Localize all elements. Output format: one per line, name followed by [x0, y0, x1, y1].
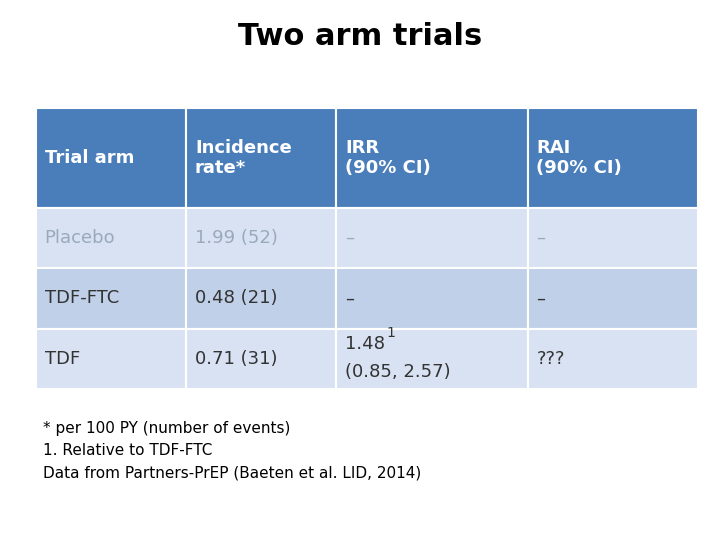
Bar	[336, 108, 528, 208]
Bar	[36, 268, 186, 328]
Bar	[336, 208, 528, 268]
Bar	[336, 328, 528, 389]
Text: Trial arm: Trial arm	[45, 149, 134, 167]
Text: Two arm trials: Two arm trials	[238, 22, 482, 51]
Bar	[186, 268, 336, 328]
Text: –: –	[345, 229, 354, 247]
Bar	[528, 328, 698, 389]
Text: IRR
(90% CI): IRR (90% CI)	[345, 139, 431, 177]
Text: 0.48 (21): 0.48 (21)	[195, 289, 277, 307]
Text: 1: 1	[387, 326, 396, 340]
Text: –: –	[345, 289, 354, 307]
Text: (0.85, 2.57): (0.85, 2.57)	[345, 363, 451, 381]
Text: –: –	[536, 289, 545, 307]
Bar	[186, 208, 336, 268]
Text: * per 100 PY (number of events)
1. Relative to TDF-FTC
Data from Partners-PrEP (: * per 100 PY (number of events) 1. Relat…	[43, 421, 421, 481]
Bar	[36, 328, 186, 389]
Bar	[528, 108, 698, 208]
Text: –: –	[536, 229, 545, 247]
Bar	[36, 208, 186, 268]
Bar	[36, 108, 186, 208]
Bar	[186, 108, 336, 208]
Text: 0.71 (31): 0.71 (31)	[195, 350, 277, 368]
Bar	[186, 328, 336, 389]
Text: RAI
(90% CI): RAI (90% CI)	[536, 139, 622, 177]
Text: TDF-FTC: TDF-FTC	[45, 289, 119, 307]
Text: TDF: TDF	[45, 350, 80, 368]
Text: 1.99 (52): 1.99 (52)	[195, 229, 278, 247]
Bar	[528, 268, 698, 328]
Text: ???: ???	[536, 350, 564, 368]
Text: Incidence
rate*: Incidence rate*	[195, 139, 292, 177]
Text: Placebo: Placebo	[45, 229, 115, 247]
Bar	[336, 268, 528, 328]
Bar	[528, 208, 698, 268]
Text: 1.48: 1.48	[345, 335, 385, 353]
